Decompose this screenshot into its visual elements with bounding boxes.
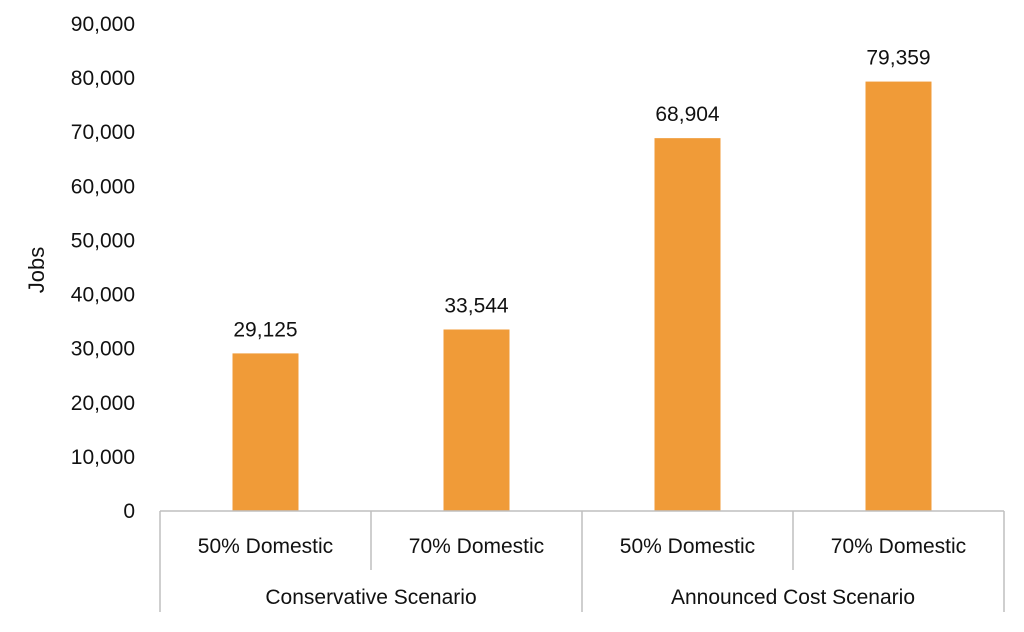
y-tick-label: 10,000 <box>71 446 135 469</box>
bar-data-label: 79,359 <box>866 47 930 70</box>
bar <box>232 353 299 511</box>
bar <box>865 81 932 511</box>
y-tick-label: 60,000 <box>71 175 135 198</box>
y-tick-label: 40,000 <box>71 284 135 307</box>
bar-data-label: 33,544 <box>444 294 509 317</box>
bar <box>654 138 721 511</box>
bar-data-label: 29,125 <box>233 318 297 341</box>
y-tick-label: 50,000 <box>71 229 135 252</box>
y-tick-label: 70,000 <box>71 121 135 144</box>
group-labels: Conservative Scenario Announced Cost Scen… <box>265 586 915 609</box>
y-axis-title: Jobs <box>24 247 49 293</box>
y-tick-label: 30,000 <box>71 338 135 361</box>
bar <box>443 329 510 511</box>
x-category-label: 70% Domestic <box>831 535 966 558</box>
x-category-label: 50% Domestic <box>198 535 333 558</box>
y-tick-label: 90,000 <box>71 13 135 36</box>
axes <box>159 510 1005 612</box>
x-category-label: 70% Domestic <box>409 535 544 558</box>
bars <box>232 81 932 511</box>
x-category-label: 50% Domestic <box>620 535 755 558</box>
category-labels: 50% Domestic 70% Domestic 50% Domestic 70% … <box>198 535 966 558</box>
data-labels: 29,125 33,544 68,904 79,359 <box>233 47 930 342</box>
bar-data-label: 68,904 <box>655 103 720 126</box>
y-tick-label: 20,000 <box>71 392 135 415</box>
x-group-label: Announced Cost Scenario <box>671 586 915 609</box>
x-group-label: Conservative Scenario <box>265 586 476 609</box>
y-axis-ticks: 0 10,000 20,000 30,000 40,000 50,000 60,000 70,… <box>71 13 135 523</box>
y-tick-label: 80,000 <box>71 67 135 90</box>
y-tick-label: 0 <box>123 500 135 523</box>
